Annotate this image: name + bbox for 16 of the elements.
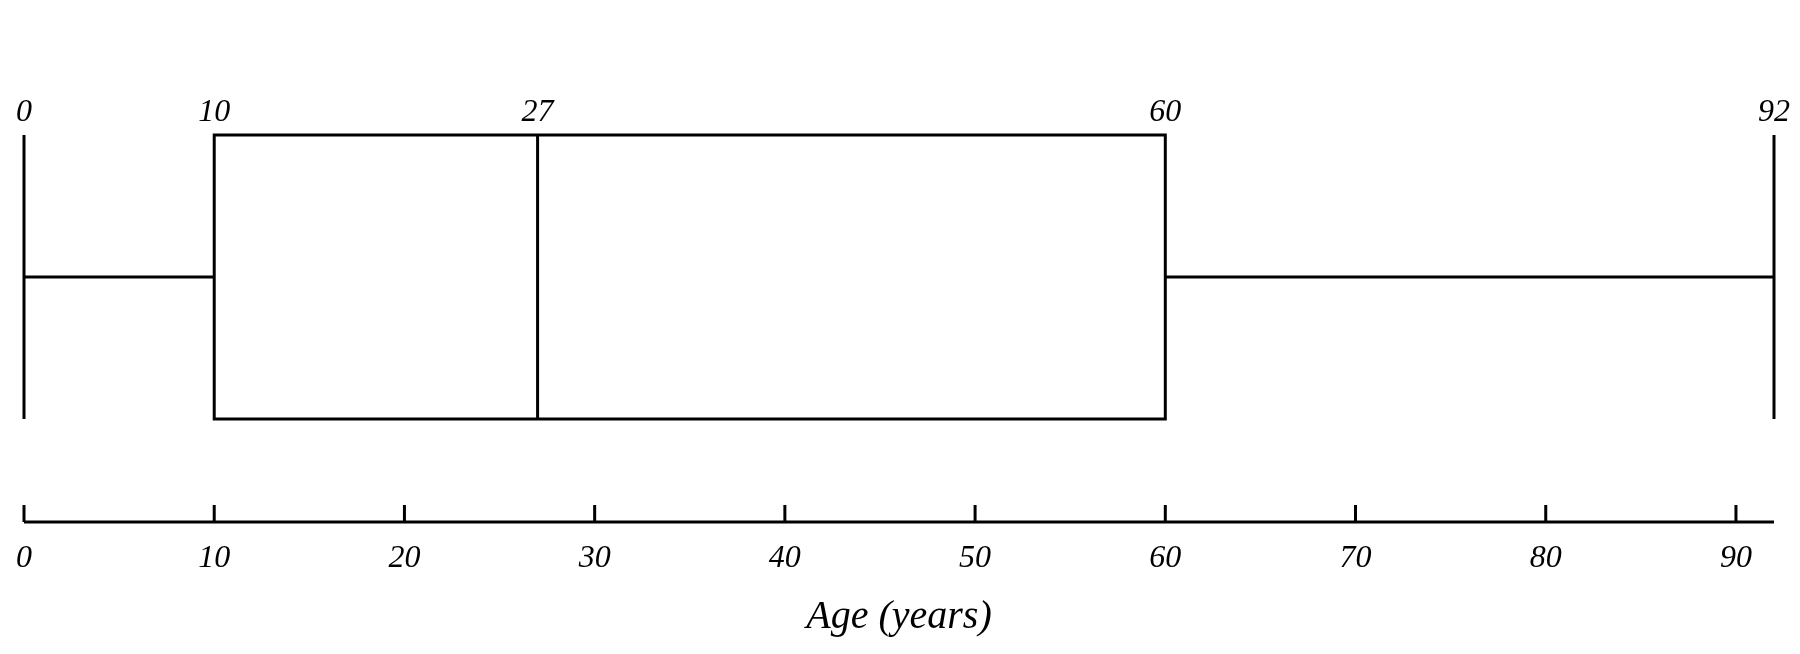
- x-tick-label: 60: [1149, 538, 1182, 574]
- text: 60: [1149, 92, 1182, 128]
- x-tick-label: 80: [1529, 538, 1562, 574]
- text: 10: [198, 92, 231, 128]
- text: 92: [1758, 92, 1790, 128]
- x-tick-label: 40: [768, 538, 801, 574]
- x-tick-label: 0: [16, 538, 32, 574]
- x-tick-label: 20: [388, 538, 421, 574]
- x-tick-label: 10: [198, 538, 231, 574]
- x-tick-label: 50: [959, 538, 992, 574]
- text: 27: [521, 92, 556, 128]
- x-tick-label: 30: [577, 538, 611, 574]
- x-tick-label: 90: [1719, 538, 1752, 574]
- x-axis-title: Age (years): [803, 592, 992, 637]
- x-tick-label: 70: [1339, 538, 1372, 574]
- text: 0: [16, 92, 32, 128]
